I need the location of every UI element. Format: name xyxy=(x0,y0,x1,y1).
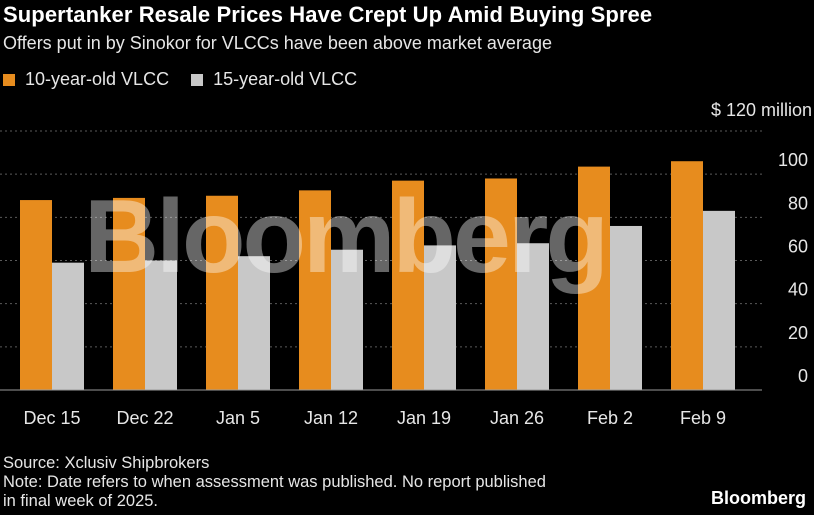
bar-15yr-jan-12 xyxy=(331,249,363,390)
bar-10yr-jan-26 xyxy=(485,178,517,390)
y-tick-label-40: 40 xyxy=(788,280,808,300)
y-tick-label-80: 80 xyxy=(788,193,808,213)
y-tick-label-60: 60 xyxy=(788,237,808,257)
bar-10yr-jan-12 xyxy=(299,190,331,390)
bar-10yr-jan-5 xyxy=(206,195,238,390)
footer: Source: Xclusiv Shipbrokers Note: Date r… xyxy=(3,454,546,511)
bar-15yr-jan-26 xyxy=(517,243,549,390)
x-tick-label-jan-26: Jan 26 xyxy=(490,408,544,428)
y-axis-unit-label: $ 120 million xyxy=(710,100,812,120)
x-tick-label-dec-22: Dec 22 xyxy=(116,408,173,428)
bar-15yr-feb-2 xyxy=(610,225,642,390)
chart-title: Supertanker Resale Prices Have Crept Up … xyxy=(3,2,653,27)
bar-10yr-dec-22 xyxy=(113,197,145,390)
chart-subtitle: Offers put in by Sinokor for VLCCs have … xyxy=(3,33,552,53)
x-tick-label-jan-5: Jan 5 xyxy=(216,408,260,428)
legend-swatch-15yr xyxy=(191,73,204,86)
bar-15yr-jan-5 xyxy=(238,256,270,390)
bloomberg-logo: Bloomberg xyxy=(710,488,806,508)
y-tick-label-0: 0 xyxy=(798,366,808,386)
y-tick-label-100: 100 xyxy=(778,150,808,170)
note-line-2: in final week of 2025. xyxy=(3,492,159,510)
legend-label-15yr: 15-year-old VLCC xyxy=(213,69,358,89)
x-tick-label-jan-19: Jan 19 xyxy=(397,408,451,428)
x-tick-label-feb-9: Feb 9 xyxy=(680,408,726,428)
bar-10yr-feb-2 xyxy=(578,166,610,390)
bar-10yr-feb-9 xyxy=(671,161,703,390)
legend-item-15yr: 15-year-old VLCC xyxy=(191,69,357,90)
x-tick-label-dec-15: Dec 15 xyxy=(23,408,80,428)
x-tick-label-jan-12: Jan 12 xyxy=(304,408,358,428)
source-note: Source: Xclusiv Shipbrokers xyxy=(3,454,210,472)
legend-item-10yr: 10-year-old VLCC xyxy=(3,69,169,90)
y-tick-label-20: 20 xyxy=(788,323,808,343)
legend: 10-year-old VLCC 15-year-old VLCC xyxy=(3,69,379,90)
note-line-1: Note: Date refers to when assessment was… xyxy=(3,473,546,491)
bar-15yr-feb-9 xyxy=(703,210,735,390)
bar-10yr-dec-15 xyxy=(20,200,52,390)
bar-10yr-jan-19 xyxy=(392,180,424,390)
bar-15yr-dec-15 xyxy=(52,262,84,390)
bar-15yr-dec-22 xyxy=(145,260,177,390)
legend-label-10yr: 10-year-old VLCC xyxy=(25,69,170,89)
x-tick-label-feb-2: Feb 2 xyxy=(587,408,633,428)
legend-swatch-10yr xyxy=(3,73,15,86)
bar-15yr-jan-19 xyxy=(424,245,456,390)
